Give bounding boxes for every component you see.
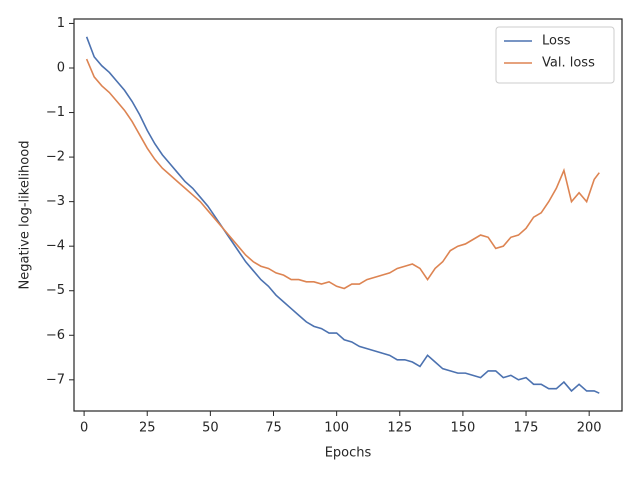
y-tick-label: −2 <box>46 150 65 165</box>
x-tick-label: 200 <box>577 421 602 436</box>
y-tick-label: −6 <box>46 328 65 343</box>
y-tick-label: 0 <box>57 61 65 76</box>
legend-label: Loss <box>542 34 571 49</box>
x-tick-label: 175 <box>514 421 539 436</box>
x-tick-label: 100 <box>324 421 349 436</box>
y-tick-label: −7 <box>46 372 65 387</box>
x-tick-label: 0 <box>80 421 88 436</box>
y-axis-label: Negative log-likelihood <box>18 141 33 290</box>
x-tick-label: 75 <box>265 421 282 436</box>
x-axis-label: Epochs <box>325 446 372 461</box>
legend-label: Val. loss <box>542 56 595 71</box>
line-series <box>85 58 600 290</box>
line-series <box>85 36 600 394</box>
x-tick-label: 150 <box>450 421 475 436</box>
x-tick-label: 125 <box>387 421 412 436</box>
x-tick-label: 50 <box>202 421 219 436</box>
y-tick-label: −5 <box>46 283 65 298</box>
y-tick-label: 1 <box>57 16 65 31</box>
y-tick-label: −3 <box>46 194 65 209</box>
x-tick-label: 25 <box>139 421 156 436</box>
y-tick-label: −4 <box>46 239 65 254</box>
y-tick-label: −1 <box>46 105 65 120</box>
plot-frame <box>73 18 623 412</box>
